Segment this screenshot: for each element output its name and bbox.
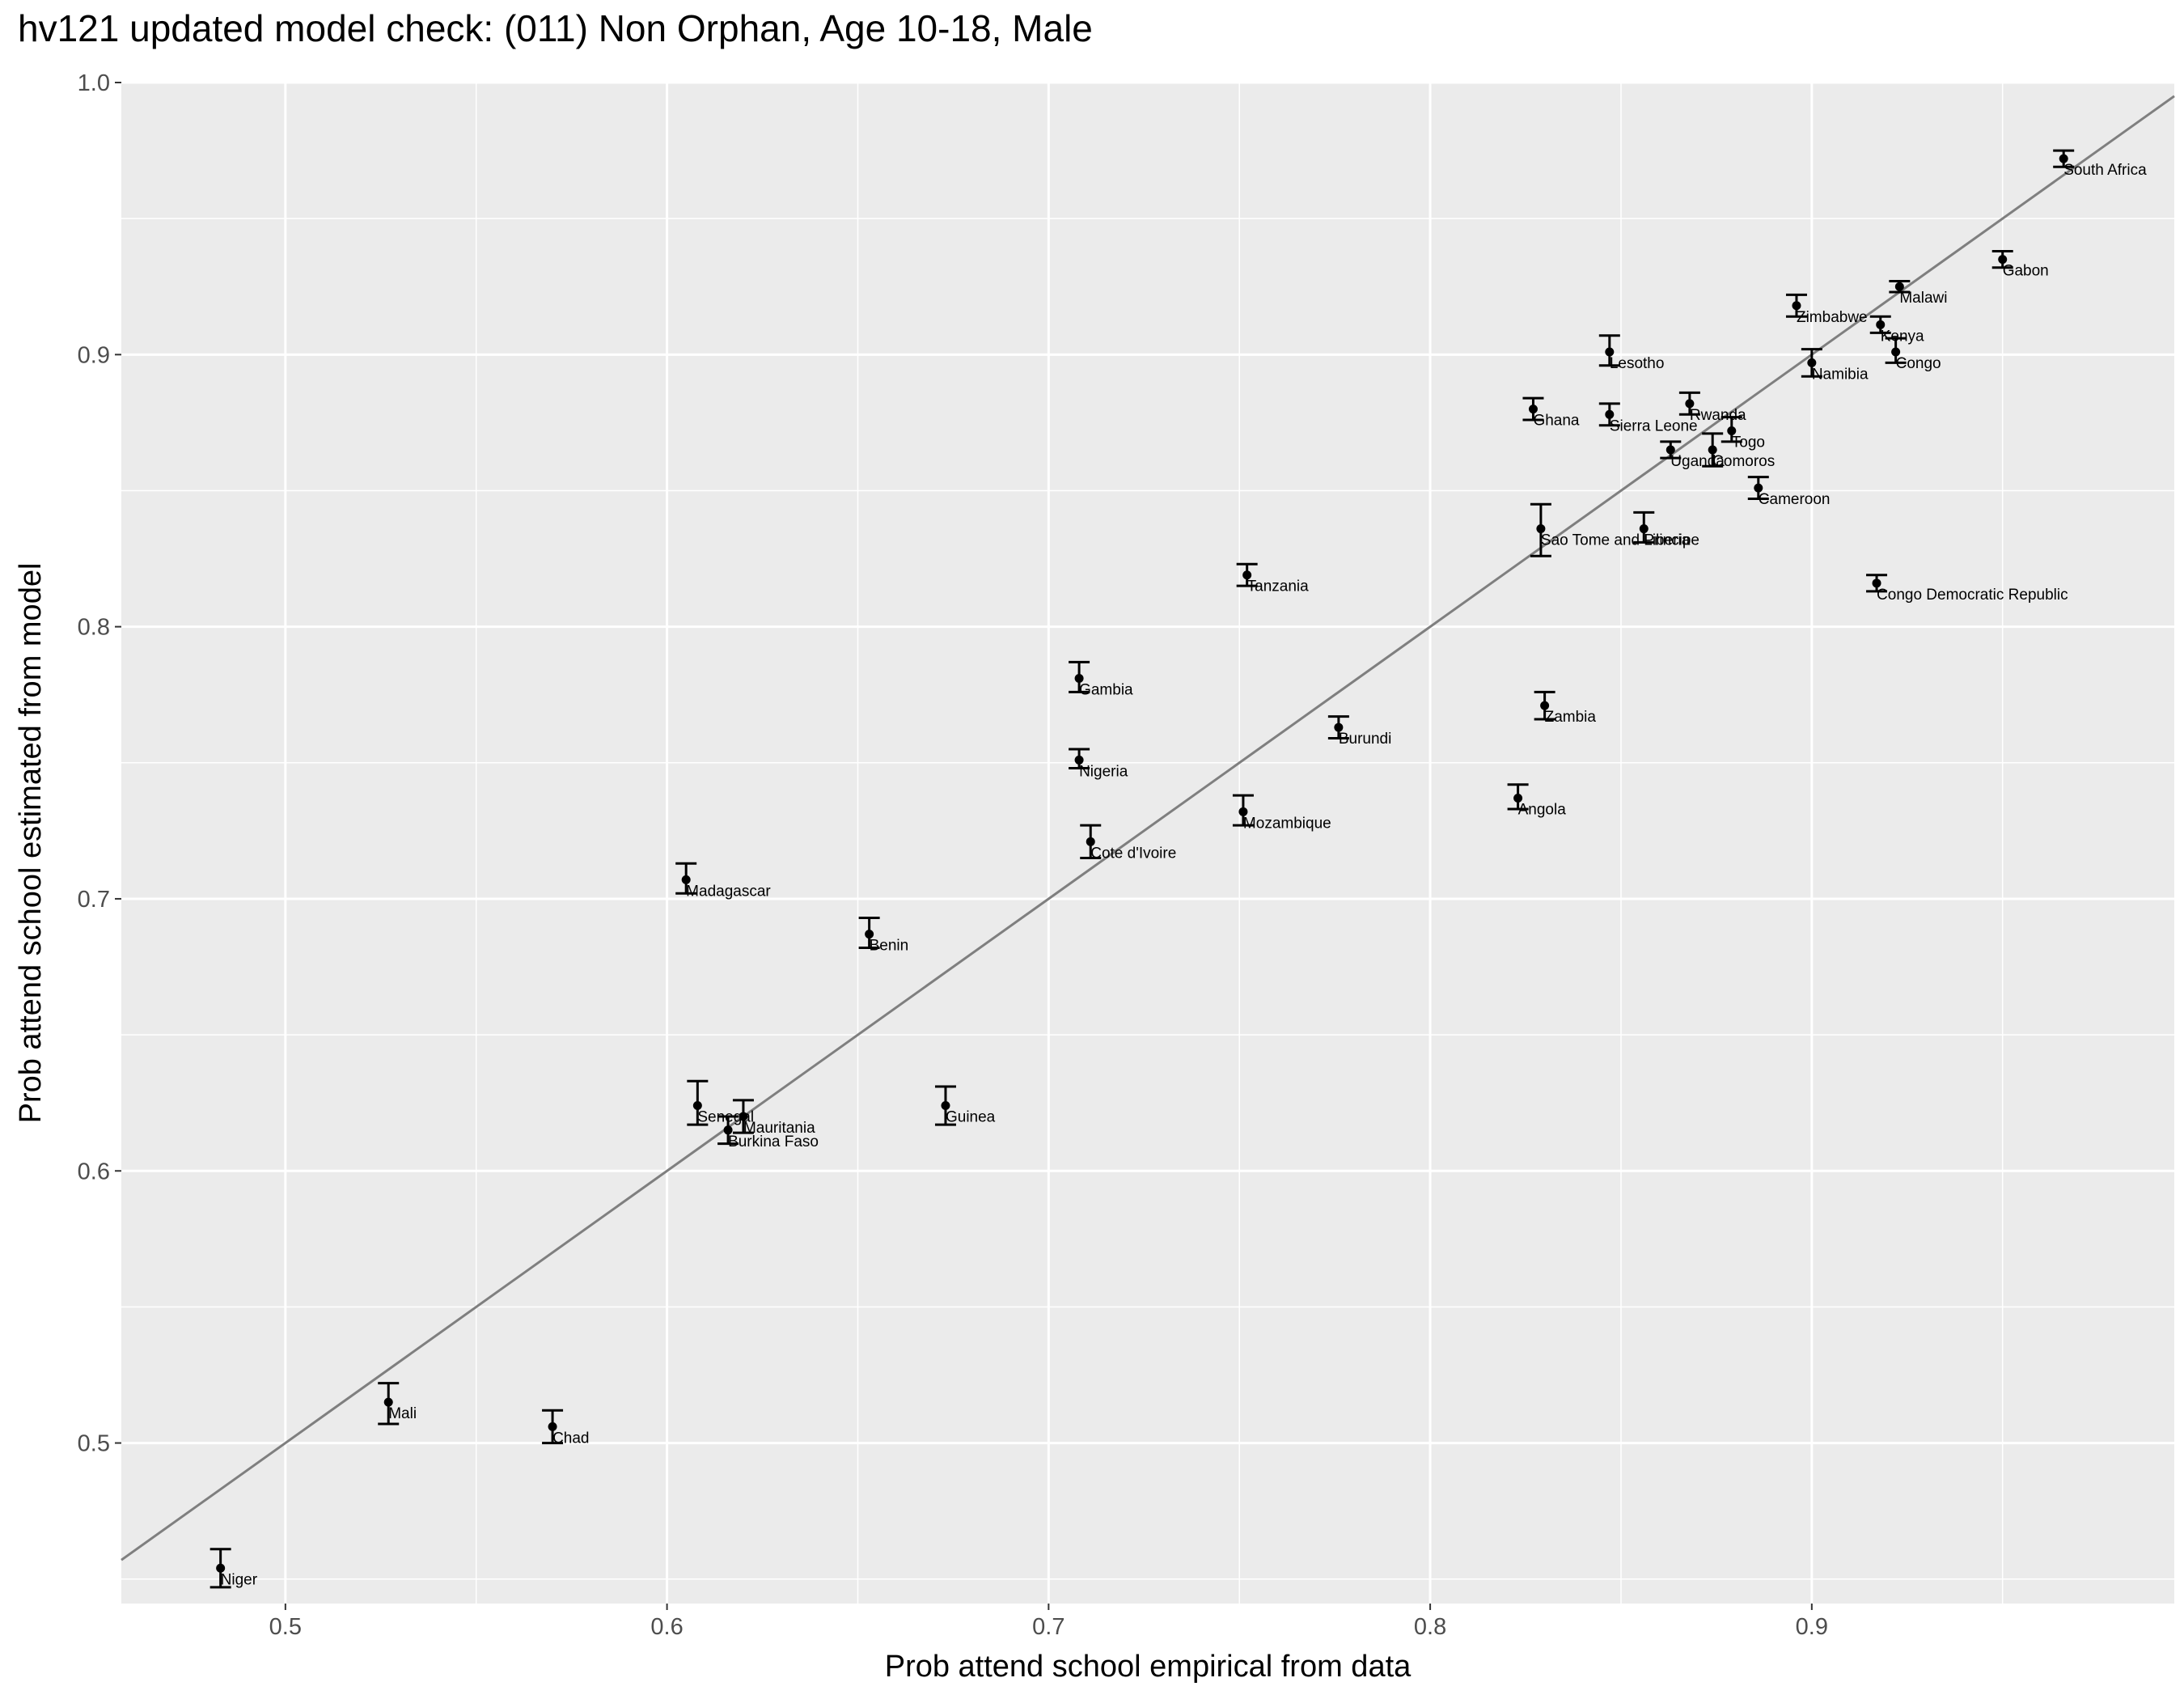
- data-point: [1792, 301, 1801, 311]
- point-label: Malawi: [1899, 290, 1947, 307]
- data-point: [1666, 445, 1675, 455]
- point-label: Zambia: [1545, 709, 1597, 726]
- x-tick-label: 0.9: [1796, 1614, 1828, 1640]
- point-label: Ghana: [1533, 413, 1579, 430]
- point-label: Uganda: [1670, 453, 1725, 470]
- point-label: Cameroon: [1759, 491, 1831, 508]
- y-axis-title: Prob attend school estimated from model: [14, 563, 48, 1124]
- point-label: Guinea: [946, 1109, 996, 1126]
- data-point: [1540, 701, 1550, 710]
- point-label: Mali: [388, 1405, 417, 1422]
- x-tick-label: 0.6: [650, 1614, 683, 1640]
- y-tick-label: 0.5: [78, 1431, 110, 1457]
- data-point: [383, 1397, 393, 1407]
- reference-line: [121, 95, 2175, 1561]
- data-point: [1238, 807, 1248, 816]
- point-label: Tanzania: [1247, 578, 1309, 595]
- x-tick-label: 0.7: [1032, 1614, 1064, 1640]
- data-point: [1639, 524, 1649, 534]
- data-point: [865, 930, 874, 939]
- data-point: [1807, 358, 1817, 367]
- point-label: Madagascar: [686, 883, 771, 900]
- point-labels: South Africa Gabon Malawi Zimbabwe Kenya Cong…: [221, 162, 2147, 1588]
- point-label: Congo Democratic Republic: [1877, 587, 2068, 604]
- point-label: Togo: [1732, 434, 1765, 451]
- x-axis-title: Prob attend school empirical from data: [885, 1650, 1412, 1684]
- point-label: Burundi: [1339, 731, 1392, 748]
- minor-gridlines: [121, 83, 2174, 1604]
- point-label: Namibia: [1812, 366, 1869, 383]
- data-point: [1605, 347, 1615, 357]
- point-label: Lesotho: [1610, 355, 1665, 372]
- point-label: Mozambique: [1243, 815, 1331, 832]
- data-point: [216, 1563, 226, 1573]
- data-point: [1605, 409, 1615, 419]
- data-point: [1536, 524, 1546, 534]
- point-label: Senegal: [697, 1109, 754, 1126]
- chart-title: hv121 updated model check: (011) Non Orp…: [18, 7, 1093, 49]
- point-label: Angola: [1518, 802, 1567, 819]
- data-points: [216, 154, 2068, 1573]
- y-tick-label: 0.9: [78, 342, 110, 368]
- data-point: [1754, 483, 1763, 493]
- point-label: Gambia: [1079, 682, 1133, 699]
- point-label: Benin: [870, 938, 909, 955]
- point-label: Nigeria: [1079, 763, 1128, 780]
- data-point: [2059, 154, 2068, 163]
- point-label: Cote d'Ivoire: [1090, 845, 1176, 862]
- point-label: Zimbabwe: [1797, 309, 1868, 326]
- data-point: [1074, 755, 1084, 765]
- point-label: Burkina Faso: [728, 1133, 819, 1150]
- point-label: Sierra Leone: [1610, 417, 1698, 434]
- data-point: [1876, 320, 1886, 329]
- data-point: [1086, 837, 1095, 846]
- point-label: Congo: [1896, 355, 1941, 372]
- plot-panel: [121, 83, 2174, 1604]
- major-gridlines: [121, 81, 2174, 1604]
- y-tick-label: 0.6: [78, 1159, 110, 1184]
- data-point: [1242, 570, 1252, 580]
- data-point: [941, 1101, 950, 1111]
- data-point: [692, 1101, 702, 1111]
- y-tick-label: 0.8: [78, 615, 110, 641]
- point-label: Comoros: [1712, 453, 1775, 470]
- data-point: [1727, 426, 1737, 435]
- data-point: [1708, 445, 1717, 455]
- data-point: [1872, 578, 1881, 588]
- point-label: Liberia: [1644, 532, 1690, 549]
- y-tick-label: 0.7: [78, 887, 110, 913]
- point-label: Gabon: [2003, 263, 2049, 280]
- y-tick-label: 1.0: [78, 70, 110, 96]
- data-point: [1513, 794, 1523, 803]
- data-point: [1074, 674, 1084, 684]
- data-point: [1891, 347, 1901, 357]
- data-point: [548, 1421, 557, 1431]
- x-tick-label: 0.8: [1414, 1614, 1446, 1640]
- point-label: Rwanda: [1690, 407, 1746, 424]
- point-label: Sao Tome and Principe: [1541, 532, 1699, 549]
- data-point: [1685, 399, 1695, 409]
- x-tick-label: 0.5: [269, 1614, 302, 1640]
- data-point: [1334, 722, 1344, 732]
- reference-line-layer: [121, 95, 2175, 1561]
- data-point: [739, 1112, 748, 1121]
- data-point: [681, 875, 691, 884]
- point-label: Chad: [552, 1430, 589, 1447]
- point-label: South Africa: [2063, 162, 2147, 179]
- point-label: Niger: [221, 1571, 258, 1588]
- point-label: Mauritania: [743, 1120, 815, 1137]
- x-axis-ticks: 0.5 0.6 0.7 0.8 0.9: [269, 1604, 1828, 1640]
- data-point: [1894, 282, 1904, 291]
- y-axis-ticks: 0.5 0.6 0.7 0.8 0.9 1.0: [78, 70, 121, 1457]
- point-label: Kenya: [1881, 328, 1924, 345]
- data-point: [1528, 405, 1538, 414]
- data-point: [1998, 255, 2008, 265]
- data-point: [723, 1125, 733, 1135]
